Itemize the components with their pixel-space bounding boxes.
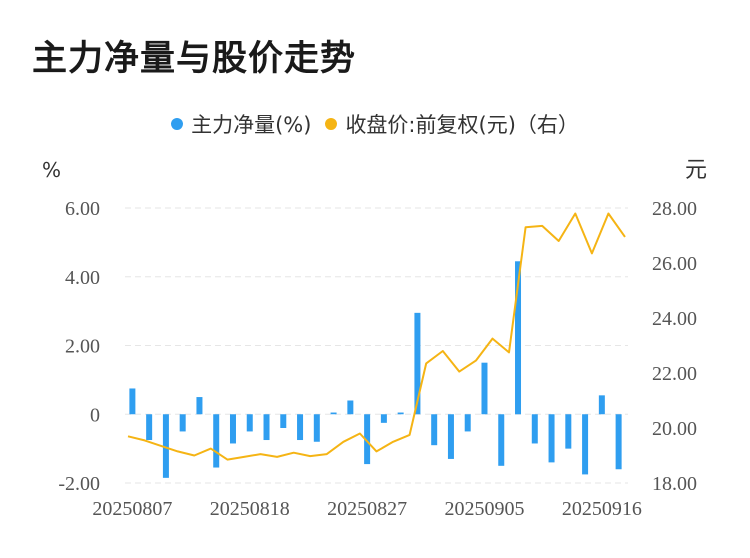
bar-main-net[interactable]	[179, 414, 186, 432]
y-left-tick-label: 4.00	[65, 267, 100, 289]
bar-main-net[interactable]	[246, 414, 253, 432]
bar-main-net[interactable]	[330, 412, 337, 415]
bar-main-net[interactable]	[598, 395, 605, 415]
legend-dot-bar	[171, 118, 184, 130]
bar-main-net[interactable]	[196, 397, 203, 415]
bar-main-net[interactable]	[347, 400, 354, 415]
bar-main-net[interactable]	[263, 414, 270, 441]
x-tick-label: 20250827	[327, 498, 407, 520]
bar-main-net[interactable]	[364, 414, 371, 465]
bar-main-net[interactable]	[229, 414, 236, 444]
x-tick-label: 20250818	[210, 498, 290, 520]
legend-label-main-net: 主力净量(%)	[191, 113, 312, 137]
legend-item-main-net[interactable]: 主力净量(%)	[171, 109, 311, 139]
bar-main-net[interactable]	[481, 362, 488, 415]
y-right-tick-label: 20.00	[652, 418, 697, 440]
bar-main-net[interactable]	[397, 412, 404, 415]
legend-label-close-price: 收盘价:前复权(元)（右）	[345, 113, 579, 137]
bar-main-net[interactable]	[447, 414, 454, 459]
y-right-tick-label: 24.00	[652, 308, 697, 330]
bar-main-net[interactable]	[380, 414, 387, 423]
legend-dot-line	[325, 118, 338, 130]
bar-main-net[interactable]	[414, 312, 421, 415]
bar-main-net[interactable]	[129, 388, 136, 415]
y-left-unit: %	[42, 158, 61, 182]
y-right-tick-label: 28.00	[652, 198, 697, 220]
legend-item-close-price[interactable]: 收盘价:前复权(元)（右）	[325, 109, 579, 139]
y-right-tick-label: 26.00	[652, 253, 697, 275]
y-left-tick-label: 6.00	[65, 198, 100, 220]
legend: 主力净量(%) 收盘价:前复权(元)（右）	[0, 108, 750, 140]
bar-main-net[interactable]	[515, 261, 522, 415]
y-left-tick-label: 2.00	[65, 336, 100, 358]
x-tick-label: 20250807	[92, 498, 172, 520]
bar-main-net[interactable]	[531, 414, 538, 444]
x-tick-label: 20250916	[562, 498, 642, 520]
bar-main-net[interactable]	[582, 414, 589, 475]
bar-main-net[interactable]	[213, 414, 220, 468]
y-right-tick-label: 22.00	[652, 363, 697, 385]
bar-main-net[interactable]	[146, 414, 153, 441]
bar-main-net[interactable]	[280, 414, 287, 428]
bar-main-net[interactable]	[498, 414, 505, 466]
bar-main-net[interactable]	[464, 414, 471, 432]
bar-main-net[interactable]	[615, 414, 622, 470]
y-right-tick-label: 18.00	[652, 473, 697, 495]
bar-main-net[interactable]	[162, 414, 169, 478]
y-left-tick-label: 0	[90, 404, 100, 426]
chart-title: 主力净量与股价走势	[32, 39, 357, 79]
bar-main-net[interactable]	[431, 414, 438, 446]
x-tick-label: 20250905	[444, 498, 524, 520]
bar-main-net[interactable]	[565, 414, 572, 449]
y-left-tick-label: -2.00	[58, 473, 100, 495]
line-close-price[interactable]	[127, 212, 626, 461]
bar-main-net[interactable]	[548, 414, 555, 463]
bar-main-net[interactable]	[297, 414, 304, 441]
y-right-unit: 元	[685, 158, 707, 183]
bar-main-net[interactable]	[313, 414, 320, 442]
